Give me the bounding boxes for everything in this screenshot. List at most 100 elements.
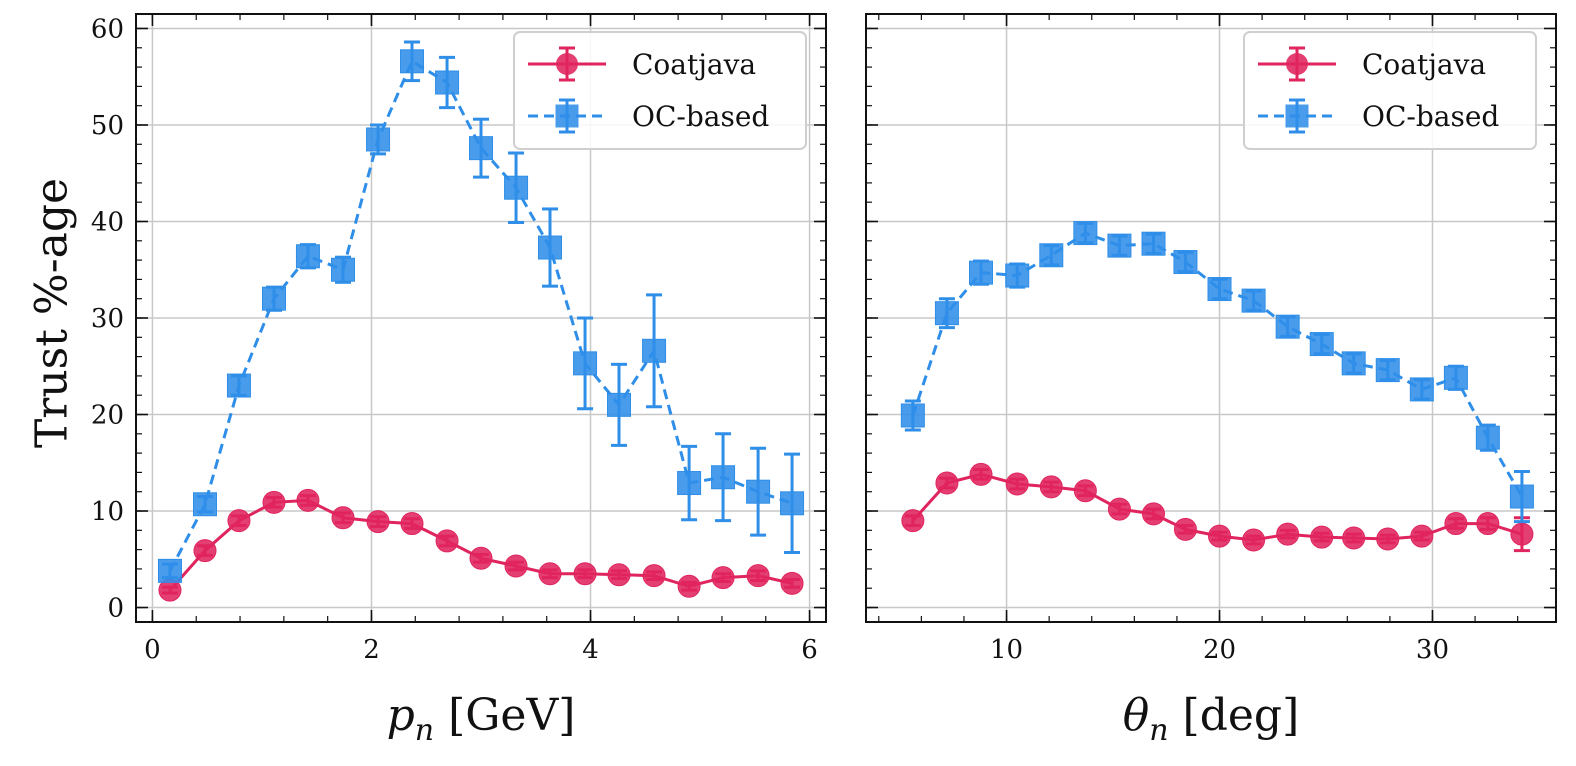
data-point-oc-based — [1409, 377, 1434, 402]
y-axis-label: Trust %-age — [27, 178, 78, 448]
data-point-coatjava — [193, 539, 217, 563]
data-point-oc-based — [1107, 233, 1132, 258]
data-point-coatjava — [1242, 528, 1266, 552]
data-point-oc-based — [711, 465, 736, 490]
legend-marker-coatjava — [556, 53, 578, 75]
data-point-oc-based — [1443, 365, 1468, 390]
legend-marker-oc-based — [555, 104, 579, 128]
legend-label-oc-based: OC-based — [1362, 100, 1499, 133]
data-point-oc-based — [295, 244, 320, 269]
legend-marker-oc-based — [1285, 104, 1309, 128]
data-point-coatjava — [435, 529, 459, 553]
legend-box — [513, 31, 807, 150]
data-point-oc-based — [677, 471, 702, 496]
data-point-coatjava — [1142, 502, 1165, 526]
data-point-coatjava — [400, 512, 424, 536]
data-point-coatjava — [1410, 524, 1434, 548]
data-point-coatjava — [1444, 512, 1468, 536]
y-tick-label: 20 — [91, 401, 124, 431]
data-point-coatjava — [1073, 479, 1097, 503]
x-axis-label-unit: [GeV] — [434, 690, 575, 741]
y-tick-label: 30 — [91, 304, 124, 334]
series-line-oc-based — [911, 231, 1524, 498]
data-point-oc-based — [331, 257, 355, 282]
data-point-coatjava — [296, 488, 320, 512]
y-tick-label: 40 — [91, 207, 124, 237]
data-point-oc-based — [435, 70, 460, 95]
x-axis-label-var: θ — [1123, 690, 1150, 741]
legend-marker-coatjava — [1286, 53, 1308, 75]
data-point-oc-based — [900, 403, 925, 428]
x-tick-label: 30 — [1416, 635, 1449, 665]
legend: Coatjava OC-based — [1243, 31, 1537, 150]
data-point-coatjava — [262, 490, 286, 514]
x-tick-label: 2 — [363, 635, 380, 665]
data-point-oc-based — [607, 392, 631, 417]
data-point-oc-based — [1039, 243, 1064, 268]
data-point-oc-based — [1309, 332, 1334, 357]
data-point-coatjava — [780, 571, 804, 595]
x-tick-label: 6 — [801, 635, 818, 665]
data-point-oc-based — [193, 492, 217, 517]
data-point-coatjava — [1039, 475, 1063, 499]
data-point-oc-based — [157, 558, 182, 583]
data-point-oc-based — [1173, 250, 1198, 275]
data-point-oc-based — [400, 49, 424, 74]
data-point-oc-based — [262, 286, 286, 311]
data-point-coatjava — [366, 510, 390, 534]
data-layer — [900, 221, 1534, 553]
data-point-coatjava — [331, 506, 355, 530]
data-point-coatjava — [469, 546, 493, 570]
data-point-oc-based — [538, 235, 562, 260]
legend-box — [1243, 31, 1537, 150]
x-tick-label: 20 — [1203, 635, 1236, 665]
series-line-coatjava — [168, 498, 793, 592]
data-point-oc-based — [780, 491, 805, 516]
legend-label-oc-based: OC-based — [632, 100, 769, 133]
data-point-coatjava — [1005, 472, 1029, 496]
data-point-coatjava — [1376, 527, 1400, 551]
legend-label-coatjava: Coatjava — [1362, 48, 1486, 81]
data-point-coatjava — [1476, 512, 1500, 536]
x-tick-label: 10 — [990, 635, 1023, 665]
data-point-oc-based — [1141, 231, 1166, 256]
data-point-coatjava — [1510, 522, 1534, 546]
data-point-coatjava — [504, 554, 528, 578]
data-point-oc-based — [1241, 288, 1266, 313]
y-axis-label-text: Trust %-age — [27, 178, 78, 448]
data-point-coatjava — [1208, 524, 1232, 548]
data-point-oc-based — [1073, 221, 1098, 246]
data-point-coatjava — [642, 564, 666, 588]
x-axis-label: θn [deg] — [1123, 690, 1300, 748]
y-tick-label: 0 — [107, 594, 124, 624]
y-tick-label: 60 — [91, 14, 124, 44]
data-point-oc-based — [642, 338, 667, 363]
data-point-coatjava — [969, 462, 993, 486]
x-axis-label-var: p — [387, 690, 415, 741]
x-axis-label-sub: n — [1149, 713, 1168, 748]
legend-label-coatjava: Coatjava — [632, 48, 756, 81]
data-point-coatjava — [901, 509, 925, 533]
data-point-oc-based — [1005, 263, 1030, 288]
data-point-oc-based — [934, 301, 959, 326]
x-axis-label-unit: [deg] — [1169, 690, 1300, 741]
legend: Coatjava OC-based — [513, 31, 807, 150]
data-point-coatjava — [746, 564, 770, 588]
data-point-coatjava — [538, 562, 562, 586]
data-point-coatjava — [1107, 497, 1131, 521]
data-point-oc-based — [1475, 425, 1500, 450]
data-point-coatjava — [1276, 522, 1300, 546]
data-point-coatjava — [1173, 517, 1197, 541]
data-point-oc-based — [1341, 351, 1366, 376]
data-point-oc-based — [366, 127, 391, 152]
data-point-oc-based — [1509, 484, 1534, 509]
data-point-coatjava — [607, 563, 631, 587]
x-tick-label: 4 — [582, 635, 599, 665]
data-point-oc-based — [226, 373, 251, 398]
data-point-oc-based — [573, 351, 598, 376]
x-axis-label: pn [GeV] — [387, 690, 576, 748]
data-point-coatjava — [935, 471, 959, 495]
